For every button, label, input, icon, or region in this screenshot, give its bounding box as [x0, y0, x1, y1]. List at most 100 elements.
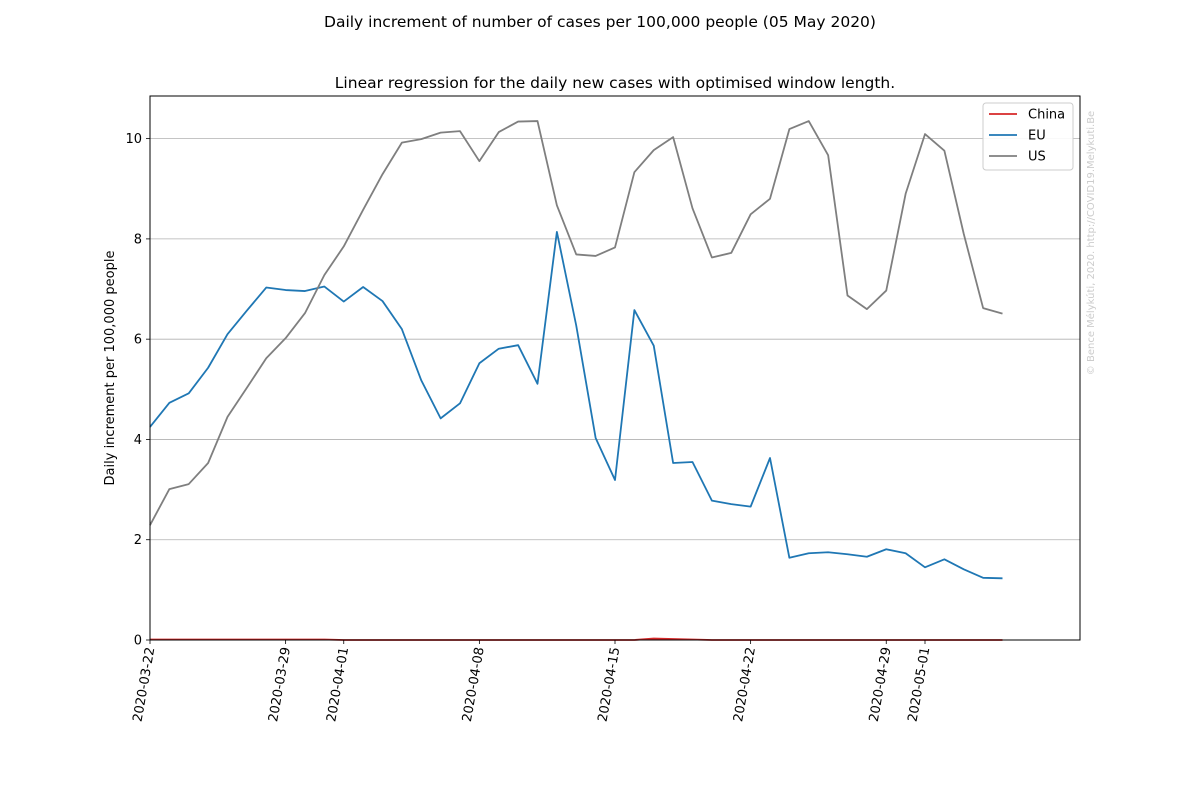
series-lines	[149, 120, 1004, 641]
x-tick-label: 2020-04-15	[596, 646, 624, 723]
data-point-us	[440, 132, 442, 134]
data-point-eu	[982, 577, 984, 579]
data-point-us	[556, 204, 558, 206]
data-point-eu	[711, 500, 713, 502]
data-point-eu	[207, 367, 209, 369]
data-point-us	[1002, 313, 1004, 315]
data-point-us	[595, 255, 597, 257]
data-point-eu	[1002, 577, 1004, 579]
data-point-us	[827, 154, 829, 156]
y-tick-label: 0	[134, 634, 142, 649]
data-point-us	[866, 308, 868, 310]
legend-label: US	[1028, 150, 1046, 165]
data-point-eu	[188, 392, 190, 394]
data-point-eu	[420, 379, 422, 381]
data-point-eu	[382, 300, 384, 302]
data-point-us	[769, 198, 771, 200]
plot-area-frame	[149, 95, 1081, 641]
data-point-us	[943, 150, 945, 152]
data-point-eu	[362, 286, 364, 288]
legend-label: China	[1028, 108, 1065, 123]
data-point-us	[207, 462, 209, 464]
data-point-eu	[304, 290, 306, 292]
x-axis-ticks: 2020-03-22 2020-03-29 2020-04-01 2020-04-08…	[131, 640, 934, 723]
data-point-eu	[478, 362, 480, 364]
data-point-eu	[885, 548, 887, 550]
y-tick-label: 4	[134, 433, 142, 448]
x-tick-label: 2020-04-08	[460, 646, 488, 723]
data-point-us	[420, 138, 422, 140]
data-point-eu	[692, 461, 694, 463]
series-line-eu	[149, 230, 1003, 580]
data-point-eu	[440, 417, 442, 419]
y-tick-label: 2	[134, 533, 142, 548]
data-point-eu	[575, 325, 577, 327]
data-point-eu	[808, 552, 810, 554]
data-point-us	[498, 131, 500, 133]
data-point-eu	[285, 289, 287, 291]
data-point-us	[343, 245, 345, 247]
data-point-us	[382, 173, 384, 175]
data-point-us	[517, 121, 519, 123]
x-tick-label: 2020-04-22	[731, 646, 759, 723]
data-point-us	[672, 136, 674, 138]
chart-suptitle: Daily increment of number of cases per 1…	[324, 13, 876, 31]
data-point-us	[788, 128, 790, 130]
data-point-eu	[343, 301, 345, 303]
data-point-eu	[633, 309, 635, 311]
series-line-us	[149, 120, 1003, 526]
gridlines	[150, 138, 1080, 641]
y-tick-label: 8	[134, 232, 142, 247]
data-point-us	[401, 142, 403, 144]
data-point-us	[692, 207, 694, 209]
watermark-text: © Bence Mélykúti, 2020. http://COVID19.M…	[1085, 111, 1097, 375]
x-tick-label: 2020-03-22	[131, 646, 159, 723]
data-point-us	[905, 193, 907, 195]
data-point-eu	[827, 551, 829, 553]
data-point-us	[478, 160, 480, 162]
data-point-us	[265, 357, 267, 359]
y-tick-label: 10	[125, 132, 142, 147]
data-point-us	[614, 246, 616, 248]
data-point-us	[188, 483, 190, 485]
data-point-us	[750, 213, 752, 215]
data-point-us	[246, 387, 248, 389]
y-tick-label: 6	[134, 333, 142, 348]
data-point-eu	[227, 333, 229, 335]
data-point-eu	[459, 402, 461, 404]
x-tick-label: 2020-05-01	[906, 646, 934, 723]
data-point-us	[285, 337, 287, 339]
data-point-eu	[537, 383, 539, 385]
data-point-eu	[750, 506, 752, 508]
data-point-us	[808, 120, 810, 122]
data-point-us	[711, 256, 713, 258]
data-point-us	[847, 295, 849, 297]
data-point-us	[963, 233, 965, 235]
data-point-eu	[595, 437, 597, 439]
data-point-eu	[847, 553, 849, 555]
data-point-us	[459, 130, 461, 132]
data-point-us	[633, 171, 635, 173]
x-tick-label: 2020-04-01	[324, 646, 352, 723]
data-point-us	[227, 416, 229, 418]
data-point-eu	[730, 503, 732, 505]
y-axis-ticks: 0 2 4 6 8 10	[125, 132, 150, 649]
data-point-eu	[924, 566, 926, 568]
data-point-eu	[963, 568, 965, 570]
data-point-eu	[905, 552, 907, 554]
data-point-eu	[498, 348, 500, 350]
data-point-us	[362, 209, 364, 211]
data-point-us	[653, 149, 655, 151]
chart-title: Linear regression for the daily new case…	[335, 74, 895, 92]
x-tick-label: 2020-04-29	[867, 646, 895, 723]
y-axis-label: Daily increment per 100,000 people	[103, 251, 118, 486]
data-point-us	[924, 133, 926, 135]
data-point-eu	[614, 479, 616, 481]
data-point-us	[304, 312, 306, 314]
data-point-us	[323, 274, 325, 276]
data-point-us	[537, 120, 539, 122]
data-point-us	[168, 488, 170, 490]
x-tick-label: 2020-03-29	[266, 646, 294, 723]
data-point-us	[885, 290, 887, 292]
